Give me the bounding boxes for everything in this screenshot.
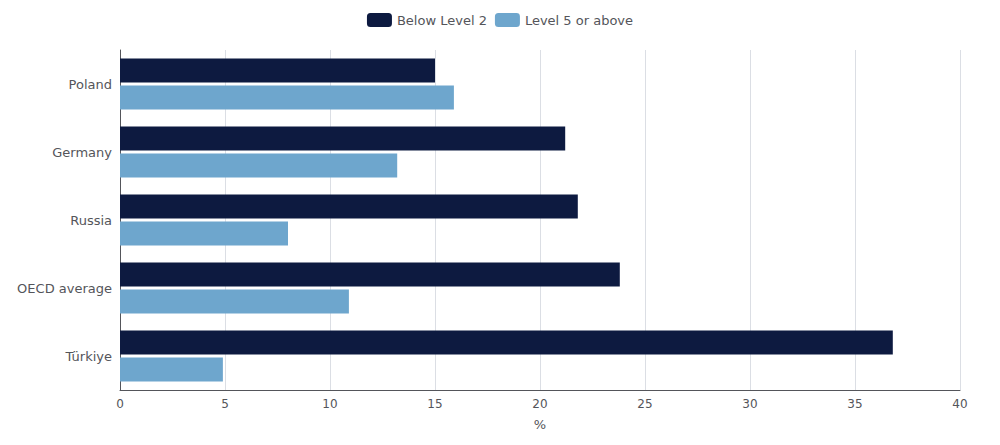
svg-text:0: 0 <box>116 397 124 411</box>
svg-text:30: 30 <box>742 397 757 411</box>
svg-text:15: 15 <box>427 397 442 411</box>
svg-text:Level 5 or above: Level 5 or above <box>525 13 633 28</box>
svg-text:Germany: Germany <box>52 145 112 160</box>
svg-text:Russia: Russia <box>70 213 112 228</box>
svg-text:10: 10 <box>322 397 337 411</box>
svg-text:Below Level 2: Below Level 2 <box>397 13 487 28</box>
svg-text:5: 5 <box>221 397 229 411</box>
svg-text:40: 40 <box>952 397 967 411</box>
svg-text:%: % <box>534 417 546 432</box>
svg-text:Poland: Poland <box>69 77 112 92</box>
svg-text:Türkiye: Türkiye <box>64 349 112 364</box>
svg-text:35: 35 <box>847 397 862 411</box>
svg-text:OECD average: OECD average <box>17 281 112 296</box>
svg-text:25: 25 <box>637 397 652 411</box>
svg-text:20: 20 <box>532 397 547 411</box>
